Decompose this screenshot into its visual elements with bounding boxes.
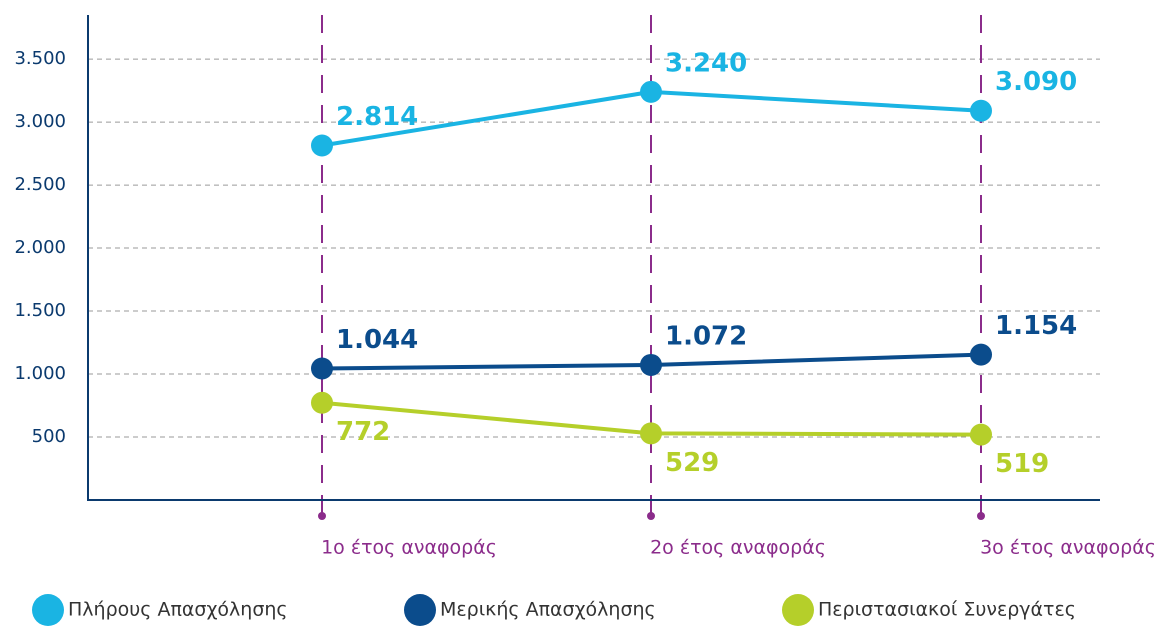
data-point bbox=[970, 423, 992, 446]
data-label: 529 bbox=[665, 448, 719, 478]
data-label: 2.814 bbox=[336, 102, 418, 132]
data-point bbox=[311, 134, 333, 157]
y-tick-label: 2.500 bbox=[14, 174, 66, 195]
y-tick-label: 3.500 bbox=[14, 48, 66, 69]
data-point bbox=[311, 391, 333, 414]
data-label: 3.090 bbox=[995, 67, 1077, 97]
data-point bbox=[970, 99, 992, 122]
data-label: 772 bbox=[336, 417, 390, 447]
y-tick-label: 3.000 bbox=[14, 111, 66, 132]
data-point bbox=[640, 353, 662, 376]
x-tick-label: 2ο έτος αναφοράς bbox=[650, 537, 826, 559]
category-dot bbox=[318, 512, 326, 520]
legend-label: Πλήρους Απασχόλησης bbox=[68, 599, 288, 621]
legend-swatch bbox=[32, 594, 64, 626]
y-tick-label: 1.500 bbox=[14, 300, 66, 321]
legend-swatch bbox=[782, 594, 814, 626]
legend-label: Περιστασιακοί Συνεργάτες bbox=[818, 599, 1076, 621]
data-label: 1.072 bbox=[665, 321, 747, 351]
y-tick-label: 2.000 bbox=[14, 237, 66, 258]
y-tick-label: 1.000 bbox=[14, 363, 66, 384]
data-label: 1.044 bbox=[336, 325, 418, 355]
category-dot bbox=[647, 512, 655, 520]
data-label: 519 bbox=[995, 449, 1049, 479]
category-dot bbox=[977, 512, 985, 520]
legend-label: Μερικής Απασχόλησης bbox=[440, 599, 656, 621]
data-point bbox=[640, 80, 662, 103]
data-label: 3.240 bbox=[665, 48, 747, 78]
data-label: 1.154 bbox=[995, 311, 1077, 341]
data-point bbox=[311, 357, 333, 380]
legend-swatch bbox=[404, 594, 436, 626]
x-tick-label: 1ο έτος αναφοράς bbox=[321, 537, 497, 559]
data-point bbox=[640, 422, 662, 445]
x-tick-label: 3ο έτος αναφοράς bbox=[980, 537, 1156, 559]
y-tick-label: 500 bbox=[32, 426, 66, 447]
data-point bbox=[970, 343, 992, 366]
